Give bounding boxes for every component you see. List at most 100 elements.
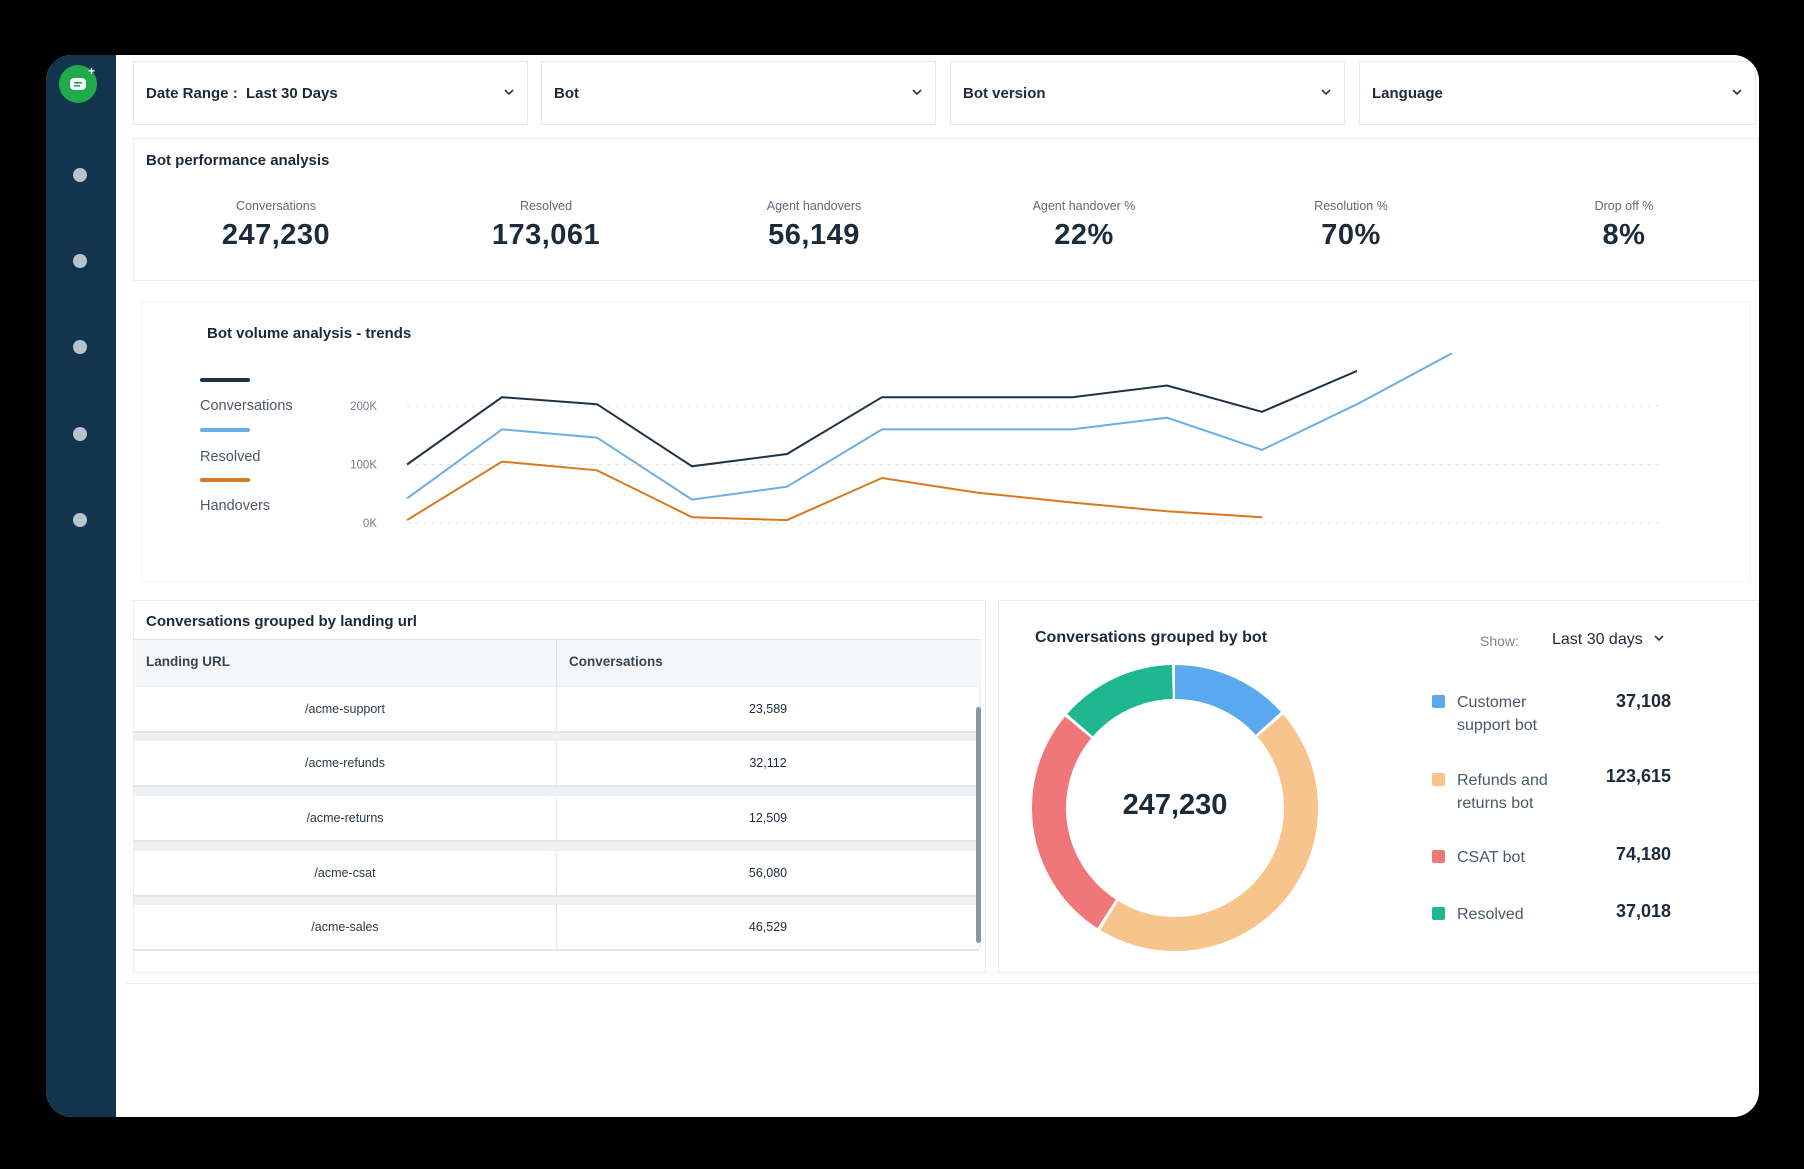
kpi-value: 173,061 xyxy=(491,219,601,251)
nav-item-4-icon[interactable] xyxy=(73,427,87,441)
landing-url-cell: /acme-csat xyxy=(134,851,557,895)
bot-filter[interactable]: Bot xyxy=(541,61,936,125)
show-label: Show: xyxy=(1480,633,1519,649)
legend-swatch-handovers xyxy=(200,478,250,482)
date-range-filter[interactable]: Date Range : Last 30 Days xyxy=(133,61,528,125)
legend-label-line1: CSAT bot xyxy=(1457,849,1525,866)
legend-swatch-csat xyxy=(1432,850,1445,863)
series-line-conversations[interactable] xyxy=(406,369,1358,468)
table-body: /acme-support 23,589 /acme-refunds 32,11… xyxy=(134,687,981,949)
table-row[interactable]: /acme-support 23,589 xyxy=(134,687,979,731)
kpi-agent-handovers: Agent handovers 56,149 xyxy=(694,199,934,252)
trend-line-chart: 200K 100K 0K xyxy=(350,352,1662,530)
kpi-value: 8% xyxy=(1602,219,1646,251)
legend-value-csat: 74,180 xyxy=(1615,844,1671,864)
kpi-conversations: Conversations 247,230 xyxy=(156,199,396,252)
y-tick-label: 200K xyxy=(350,401,377,413)
bot-breakdown-card: Conversations grouped by bot Show: Last … xyxy=(998,600,1759,973)
chevron-down-icon xyxy=(504,89,514,96)
table-row[interactable]: /acme-csat 56,080 xyxy=(134,851,979,895)
main-content: Date Range : Last 30 Days Bot Bot versio… xyxy=(116,55,1759,1117)
kpi-resolved: Resolved 173,061 xyxy=(426,199,666,252)
legend-resolved: Resolved xyxy=(200,449,261,465)
app-logo-icon[interactable]: + xyxy=(59,64,97,103)
legend-csat: CSAT bot xyxy=(1457,846,1525,869)
bot-filter-label: Bot xyxy=(554,84,579,102)
kpi-label: Conversations xyxy=(236,199,316,213)
legend-swatch-conversations xyxy=(200,378,250,382)
performance-title: Bot performance analysis xyxy=(146,152,330,169)
chevron-down-icon xyxy=(912,89,922,96)
nav-item-5-icon[interactable] xyxy=(73,513,87,527)
nav-item-2-icon[interactable] xyxy=(73,254,87,268)
legend-customer-support: Customer support bot xyxy=(1457,691,1537,737)
legend-refunds-returns: Refunds and returns bot xyxy=(1457,769,1548,815)
legend-swatch-refunds-returns xyxy=(1432,773,1445,786)
conversations-cell: 12,509 xyxy=(748,811,788,825)
legend-swatch-resolved xyxy=(1432,907,1445,920)
legend-conversations: Conversations xyxy=(200,398,293,414)
chevron-down-icon xyxy=(1654,635,1664,642)
legend-resolved-bot: Resolved xyxy=(1457,903,1524,926)
filter-bar: Date Range : Last 30 Days Bot Bot versio… xyxy=(133,61,1759,125)
legend-value-customer-support: 37,108 xyxy=(1615,691,1671,711)
legend-label-line1: Resolved xyxy=(1457,906,1524,923)
chevron-down-icon xyxy=(1732,89,1742,96)
app-window: + Date Range : Last 30 Days Bot Bot vers… xyxy=(46,55,1759,1117)
conversations-cell: 32,112 xyxy=(749,756,787,770)
donut-chart xyxy=(1032,665,1318,951)
landing-url-cell: /acme-returns xyxy=(134,796,557,840)
bot-version-label: Bot version xyxy=(963,84,1046,102)
performance-card: Bot performance analysis Conversations 2… xyxy=(133,138,1759,281)
column-header-conversations[interactable]: Conversations xyxy=(569,654,663,669)
table-row[interactable]: /acme-refunds 32,112 xyxy=(134,741,979,785)
bot-breakdown-title: Conversations grouped by bot xyxy=(1035,629,1268,646)
series-line-handovers[interactable] xyxy=(406,460,1263,522)
kpi-label: Drop off % xyxy=(1594,199,1654,213)
table-row[interactable]: /acme-returns 12,509 xyxy=(134,796,979,840)
y-tick-label: 100K xyxy=(350,460,377,472)
date-range-label: Date Range : Last 30 Days xyxy=(146,84,338,102)
bot-version-filter[interactable]: Bot version xyxy=(950,61,1345,125)
conversations-cell: 46,529 xyxy=(748,920,788,934)
kpi-label: Agent handovers xyxy=(766,199,862,213)
kpi-value: 56,149 xyxy=(768,219,860,251)
table-header: Landing URL Conversations xyxy=(134,639,981,688)
legend-value-resolved: 37,018 xyxy=(1615,901,1671,921)
series-line-resolved[interactable] xyxy=(406,352,1453,501)
landing-url-cell: /acme-refunds xyxy=(134,741,557,785)
landing-url-title: Conversations grouped by landing url xyxy=(146,613,417,630)
donut-segment-0[interactable] xyxy=(1032,665,1318,951)
donut-total: 247,230 xyxy=(1122,789,1228,821)
kpi-label: Resolution % xyxy=(1314,199,1388,213)
kpi-resolution-pct: Resolution % 70% xyxy=(1231,199,1471,252)
legend-label-line1: Customer xyxy=(1457,694,1527,711)
conversations-cell: 23,589 xyxy=(748,702,788,716)
legend-label-line1: Refunds and xyxy=(1457,772,1548,789)
kpi-label: Agent handover % xyxy=(1032,199,1136,213)
legend-swatch-resolved xyxy=(200,428,250,432)
legend-value-refunds-returns: 123,615 xyxy=(1605,766,1671,786)
kpi-label: Resolved xyxy=(519,199,573,213)
column-header-landing-url[interactable]: Landing URL xyxy=(146,654,230,669)
sidebar: + xyxy=(46,55,116,1117)
conversations-cell: 56,080 xyxy=(748,866,788,880)
period-dropdown[interactable]: Last 30 days xyxy=(1552,631,1665,649)
trends-card: Bot volume analysis - trends Conversatio… xyxy=(141,302,1751,582)
legend-swatch-customer-support xyxy=(1432,695,1445,708)
nav-item-3-icon[interactable] xyxy=(73,340,87,354)
nav-item-1-icon[interactable] xyxy=(73,168,87,182)
table-row[interactable]: /acme-sales 46,529 xyxy=(134,905,979,949)
legend-label-line2: returns bot xyxy=(1457,795,1534,812)
landing-url-card: Conversations grouped by landing url Lan… xyxy=(133,600,986,973)
donut-segment-2[interactable] xyxy=(1032,665,1318,951)
divider xyxy=(126,983,1759,984)
donut-segment-1[interactable] xyxy=(1032,665,1318,951)
language-filter[interactable]: Language xyxy=(1359,61,1756,125)
table-scrollbar[interactable] xyxy=(976,707,981,943)
kpi-agent-handover-pct: Agent handover % 22% xyxy=(964,199,1204,252)
trends-title: Bot volume analysis - trends xyxy=(207,325,412,342)
legend-label-line2: support bot xyxy=(1457,717,1538,734)
language-label: Language xyxy=(1372,84,1443,102)
kpi-value: 70% xyxy=(1321,219,1381,251)
